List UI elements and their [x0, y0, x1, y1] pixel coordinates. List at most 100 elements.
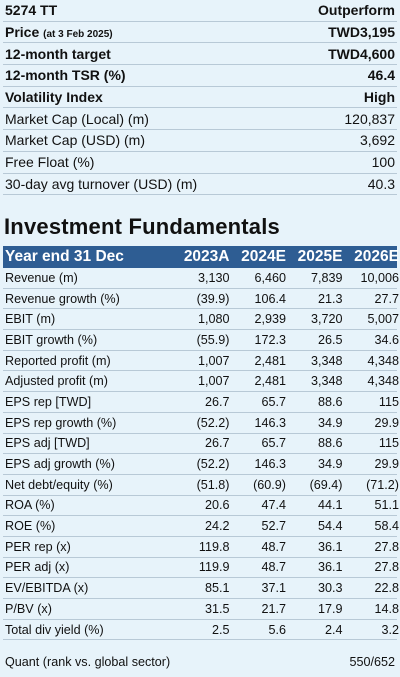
row-label: Reported profit (m)	[5, 353, 111, 368]
quant-value: 550/652	[349, 655, 395, 669]
row-value: 3,348	[310, 353, 343, 368]
row-value: 5,007	[367, 312, 399, 327]
row-value: 34.9	[317, 415, 343, 430]
stock-summary: 5274 TT Outperform Price (at 3 Feb 2025)…	[3, 0, 397, 196]
free-float-label: Free Float (%)	[5, 154, 95, 171]
row-value: 27.8	[374, 560, 399, 575]
table-row: PER rep (x) 119.8 48.7 36.1 27.8	[3, 537, 399, 558]
mcap-usd-label: Market Cap (USD) (m)	[5, 132, 146, 149]
free-float-value: 100	[371, 154, 395, 171]
row-value: 54.4	[317, 519, 343, 534]
row-value: 2,481	[254, 374, 286, 389]
row-value: 20.6	[204, 498, 230, 513]
volatility-label: Volatility Index	[5, 89, 103, 106]
row-label: EBIT growth (%)	[5, 332, 98, 347]
row-value: 119.9	[198, 560, 230, 575]
row-value: 119.8	[198, 539, 230, 554]
row-value: 3,130	[197, 270, 230, 285]
row-label: Revenue (m)	[5, 270, 78, 285]
row-label: Revenue growth (%)	[5, 291, 120, 306]
table-header: Year end 31 Dec 2023A 2024E 2025E 2026E	[3, 246, 399, 268]
row-value: 37.1	[261, 581, 286, 596]
row-label: PER rep (x)	[5, 539, 71, 554]
row-value: 115	[378, 436, 399, 451]
row-label: P/BV (x)	[5, 601, 52, 616]
rating: Outperform	[318, 2, 395, 19]
price-label: Price	[5, 24, 40, 41]
row-value: 2,939	[254, 312, 286, 327]
header-2026e: 2026E	[354, 248, 399, 265]
row-value: 36.1	[317, 539, 343, 554]
table-row: EBIT growth (%) (55.9) 172.3 26.5 34.6	[3, 330, 399, 351]
row-value: 3,348	[310, 374, 343, 389]
row-label: Net debt/equity (%)	[5, 477, 113, 492]
row-value: 48.7	[261, 560, 286, 575]
fundamentals-table: Year end 31 Dec 2023A 2024E 2025E 2026E …	[3, 246, 399, 641]
row-value: (51.8)	[196, 477, 230, 492]
turnover-row: 30-day avg turnover (USD) (m) 40.3	[3, 174, 397, 196]
table-row: EV/EBITDA (x) 85.1 37.1 30.3 22.8	[3, 578, 399, 599]
table-row: Reported profit (m) 1,007 2,481 3,348 4,348	[3, 351, 399, 372]
quant-label: Quant (rank vs. global sector)	[5, 655, 171, 669]
ticker-row: 5274 TT Outperform	[3, 0, 397, 22]
row-label: EV/EBITDA (x)	[5, 581, 89, 596]
row-value: 1,007	[197, 353, 230, 368]
row-value: 2,481	[254, 353, 286, 368]
row-value: (52.2)	[196, 415, 230, 430]
row-value: 115	[378, 394, 399, 409]
table-row: EPS adj [TWD] 26.7 65.7 88.6 115	[3, 434, 399, 455]
mcap-local-label: Market Cap (Local) (m)	[5, 110, 149, 127]
price-label-group: Price (at 3 Feb 2025)	[5, 24, 113, 40]
row-value: 10,006	[360, 270, 399, 285]
target-row: 12-month target TWD4,600	[3, 43, 397, 66]
quant-row: Quant (rank vs. global sector) 550/652	[3, 655, 397, 669]
row-value: 1,080	[197, 312, 230, 327]
target-label: 12-month target	[5, 45, 111, 62]
mcap-local-row: Market Cap (Local) (m) 120,837	[3, 108, 397, 131]
row-value: 1,007	[197, 374, 230, 389]
table-row: P/BV (x) 31.5 21.7 17.9 14.8	[3, 599, 399, 620]
row-label: EPS rep growth (%)	[5, 415, 117, 430]
turnover-label: 30-day avg turnover (USD) (m)	[5, 175, 198, 192]
row-value: (39.9)	[196, 291, 230, 306]
row-label: Adjusted profit (m)	[5, 374, 108, 389]
row-value: 88.6	[317, 394, 343, 409]
free-float-row: Free Float (%) 100	[3, 152, 397, 174]
row-value: 22.8	[374, 581, 399, 596]
header-2024e: 2024E	[241, 248, 286, 265]
row-value: 17.9	[317, 601, 343, 616]
row-value: 27.8	[374, 539, 399, 554]
tsr-row: 12-month TSR (%) 46.4	[3, 65, 397, 87]
row-value: 27.7	[374, 291, 399, 306]
row-value: 4,348	[367, 374, 399, 389]
table-row: Adjusted profit (m) 1,007 2,481 3,348 4,348	[3, 371, 399, 393]
row-value: 146.3	[254, 457, 286, 472]
header-2025e: 2025E	[297, 248, 343, 265]
table-row: Total div yield (%) 2.5 5.6 2.4 3.2	[3, 620, 399, 641]
row-value: 5.6	[268, 622, 286, 637]
row-value: 85.1	[204, 581, 230, 596]
row-value: 52.7	[261, 519, 286, 534]
row-label: PER adj (x)	[5, 560, 70, 575]
row-label: EBIT (m)	[5, 312, 56, 327]
row-value: 2.5	[211, 622, 230, 637]
row-value: 24.2	[204, 519, 230, 534]
row-label: EPS adj growth (%)	[5, 457, 115, 472]
row-value: (69.4)	[309, 477, 343, 492]
row-value: (60.9)	[253, 477, 286, 492]
row-value: 31.5	[204, 601, 230, 616]
row-value: 44.1	[317, 498, 343, 513]
mcap-usd-row: Market Cap (USD) (m) 3,692	[3, 130, 397, 152]
row-value: 30.3	[317, 581, 343, 596]
row-value: 3.2	[381, 622, 399, 637]
row-value: 65.7	[261, 394, 286, 409]
row-value: 88.6	[317, 436, 343, 451]
row-value: 48.7	[261, 539, 286, 554]
row-value: 21.7	[261, 601, 286, 616]
row-value: 51.1	[374, 498, 399, 513]
mcap-local-value: 120,837	[344, 110, 395, 127]
row-label: ROE (%)	[5, 519, 56, 534]
table-row: ROE (%) 24.2 52.7 54.4 58.4	[3, 516, 399, 537]
volatility-value: High	[363, 89, 395, 106]
